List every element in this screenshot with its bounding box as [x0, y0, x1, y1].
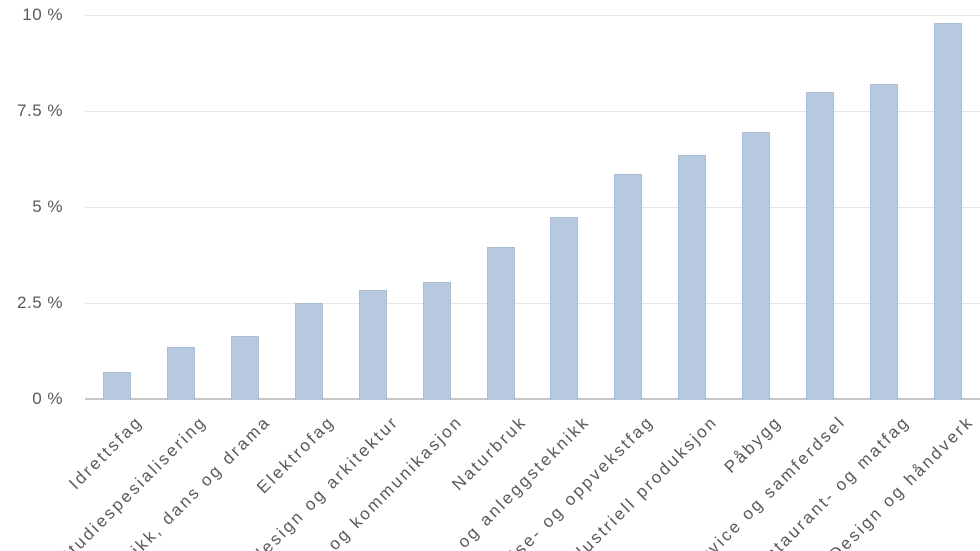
bar-restaurant-og-matfag — [870, 84, 899, 400]
gridline — [85, 111, 980, 112]
bar-musikk-dans-og-drama — [230, 335, 259, 400]
y-tick-label-0: 0 % — [32, 389, 63, 408]
bar-påbygg — [742, 132, 771, 400]
bar-naturbruk — [486, 247, 515, 400]
y-tick-label-2-5: 2.5 % — [17, 293, 63, 312]
gridline — [85, 15, 980, 16]
bar-studiespesialisering — [166, 347, 195, 400]
bar-bygg-og-anleggsteknikk — [550, 216, 579, 400]
y-tick-label-5: 5 % — [32, 197, 63, 216]
bar-idrettsfag — [102, 372, 131, 400]
bar-helse-og-oppvekstfag — [614, 174, 643, 400]
bar-medier-og-kommunikasjon — [422, 281, 451, 400]
x-tick-label-idrettsfag: Idrettsfag — [65, 412, 147, 494]
y-tick-label-7-5: 7.5 % — [17, 101, 63, 120]
bar-elektrofag — [294, 303, 323, 400]
gridline — [85, 207, 980, 208]
bar-teknikk-og-industriell-produksjon — [678, 155, 707, 400]
y-tick-label-10: 10 % — [22, 5, 63, 24]
x-axis-baseline — [85, 398, 980, 400]
bar-kunst-design-og-arkitektur — [358, 289, 387, 400]
gridline — [85, 303, 980, 304]
bar-design-og-håndverk — [934, 22, 963, 400]
bar-service-og-samferdsel — [806, 91, 835, 400]
